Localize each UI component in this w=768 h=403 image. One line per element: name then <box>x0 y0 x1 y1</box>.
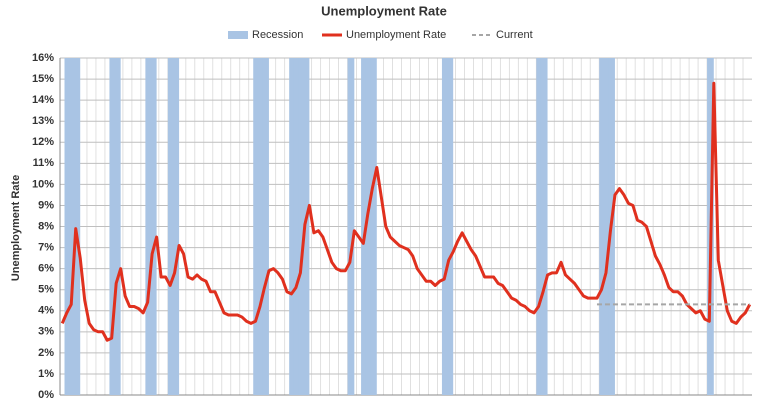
recession-bar <box>370 58 377 395</box>
y-tick-label: 14% <box>32 94 54 106</box>
y-tick-label: 8% <box>38 220 54 232</box>
recession-bar <box>536 58 544 395</box>
recession-bar <box>293 58 301 395</box>
recession-bar <box>540 58 548 395</box>
recession-bar <box>599 58 606 395</box>
y-tick-label: 16% <box>32 52 54 64</box>
recession-bar <box>262 58 269 395</box>
bars <box>64 58 714 395</box>
recession-bar <box>441 58 449 395</box>
y-tick-label: 5% <box>38 284 54 296</box>
legend-label: Unemployment Rate <box>346 29 446 41</box>
lines <box>60 81 752 342</box>
recession-bar <box>253 58 260 395</box>
y-tick-label: 13% <box>32 115 54 127</box>
recession-bar <box>289 58 296 395</box>
recession-bar <box>347 58 355 395</box>
axis: 0% 1% 2% 3% 4% 5% 6% 7% 8% 9% 10% 11% 12% 13% 14% 15% 16… <box>32 52 61 401</box>
y-tick-label: 10% <box>32 178 54 190</box>
legend-label: Current <box>496 29 533 41</box>
recession-bar <box>603 58 611 395</box>
y-tick-label: 9% <box>38 199 54 211</box>
recession-bar <box>109 58 117 395</box>
rate-line <box>60 81 752 342</box>
y-axis-label: Unemployment Rate <box>10 175 22 281</box>
y-tick-label: 7% <box>38 241 54 253</box>
y-tick-label: 3% <box>38 326 54 338</box>
y-tick-label: 1% <box>38 368 54 380</box>
y-tick-label: 15% <box>32 73 54 85</box>
recession-bar <box>145 58 153 395</box>
recession-bar <box>365 58 373 395</box>
recession-bar <box>68 58 76 395</box>
chart-title: Unemployment Rate <box>321 3 447 18</box>
y-tick-label: 4% <box>38 305 54 317</box>
recession-bar <box>446 58 454 395</box>
y-tick-label: 0% <box>38 389 54 401</box>
y-tick-label: 2% <box>38 347 54 359</box>
y-tick-label: 6% <box>38 263 54 275</box>
recession-bar <box>113 58 121 395</box>
recession-bar <box>149 58 157 395</box>
recession-bar <box>167 58 175 395</box>
recession-bar <box>172 58 180 395</box>
recession-bar <box>298 58 305 395</box>
grid <box>59 57 752 396</box>
y-tick-label: 12% <box>32 136 54 148</box>
legend-label: Recession <box>252 29 303 41</box>
legend-swatch <box>228 31 248 39</box>
recession-bar <box>73 58 81 395</box>
y-tick-label: 11% <box>33 157 55 169</box>
recession-bar <box>257 58 265 395</box>
recession-bar <box>64 58 72 395</box>
legend: Recession Unemployment Rate Current <box>228 29 533 41</box>
